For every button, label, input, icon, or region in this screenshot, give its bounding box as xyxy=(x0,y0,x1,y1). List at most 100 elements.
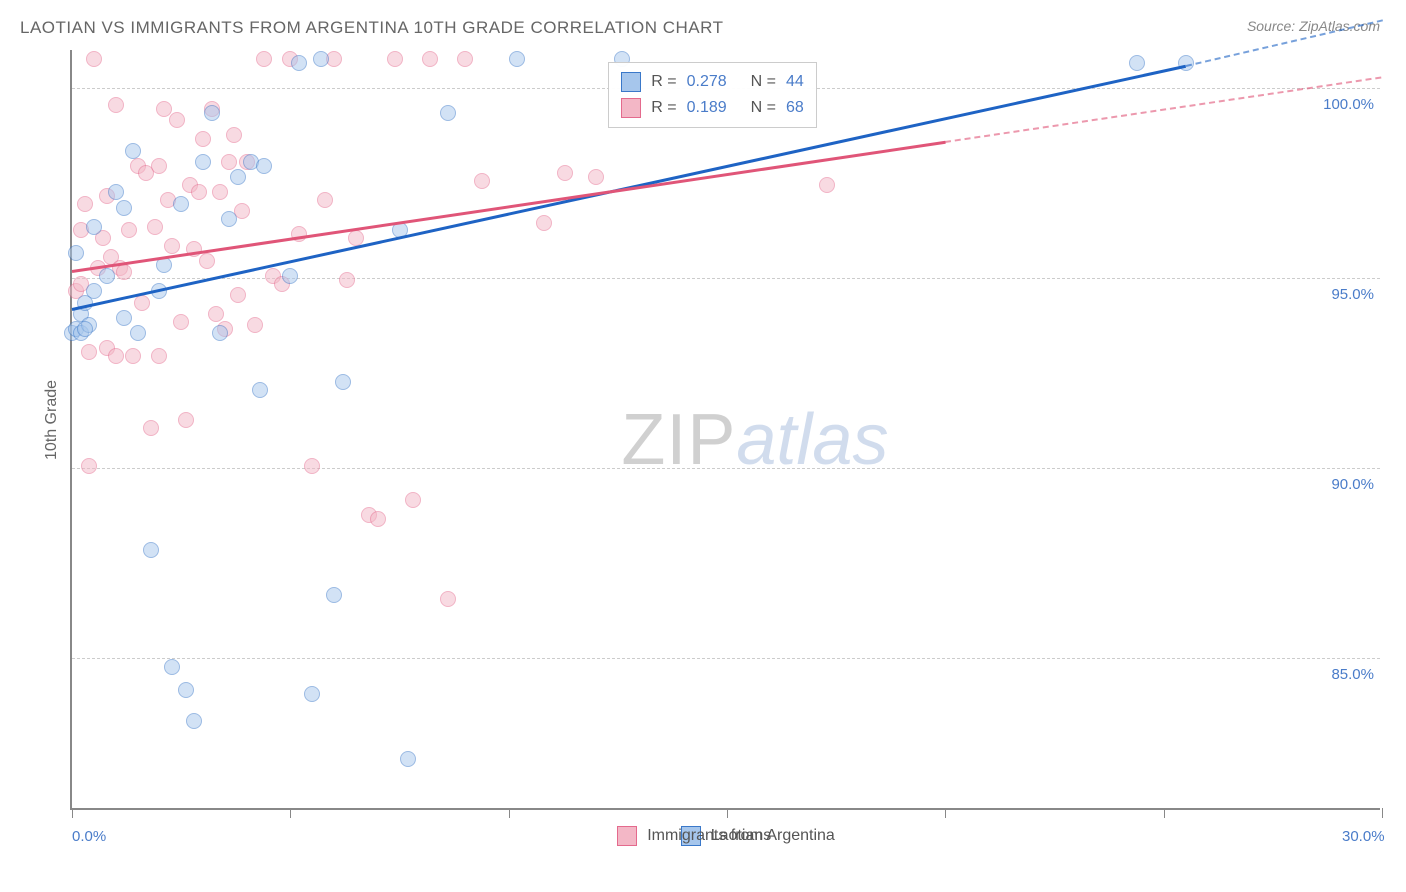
scatter-point xyxy=(252,382,268,398)
scatter-point xyxy=(400,751,416,767)
legend-n-label: N = xyxy=(751,69,776,95)
scatter-point xyxy=(147,219,163,235)
scatter-point xyxy=(130,325,146,341)
scatter-point xyxy=(819,177,835,193)
scatter-point xyxy=(457,51,473,67)
x-tick-mark xyxy=(945,808,946,818)
scatter-point xyxy=(116,264,132,280)
scatter-point xyxy=(156,101,172,117)
scatter-point xyxy=(125,143,141,159)
scatter-point xyxy=(86,51,102,67)
scatter-point xyxy=(204,105,220,121)
scatter-point xyxy=(186,713,202,729)
scatter-point xyxy=(191,184,207,200)
scatter-point xyxy=(1129,55,1145,71)
trend-line-extension xyxy=(945,77,1382,144)
scatter-point xyxy=(178,682,194,698)
x-tick-mark xyxy=(727,808,728,818)
legend-row: R = 0.189 N = 68 xyxy=(621,95,804,121)
legend-n-label: N = xyxy=(751,95,776,121)
y-tick-label: 85.0% xyxy=(1331,666,1374,683)
scatter-point xyxy=(212,325,228,341)
legend-correlation: R = 0.278 N = 44 R = 0.189 N = 68 xyxy=(608,62,817,128)
scatter-point xyxy=(121,222,137,238)
scatter-point xyxy=(304,458,320,474)
scatter-point xyxy=(116,200,132,216)
y-tick-label: 95.0% xyxy=(1331,286,1374,303)
legend-r-label: R = xyxy=(651,69,676,95)
x-tick-mark xyxy=(290,808,291,818)
scatter-point xyxy=(557,165,573,181)
scatter-point xyxy=(440,105,456,121)
scatter-point xyxy=(282,268,298,284)
scatter-point xyxy=(291,55,307,71)
legend-n-value: 68 xyxy=(786,95,804,121)
scatter-point xyxy=(247,317,263,333)
scatter-point xyxy=(339,272,355,288)
scatter-point xyxy=(212,184,228,200)
scatter-point xyxy=(173,196,189,212)
scatter-point xyxy=(405,492,421,508)
scatter-point xyxy=(588,169,604,185)
scatter-point xyxy=(335,374,351,390)
scatter-point xyxy=(164,659,180,675)
legend-r-value: 0.189 xyxy=(687,95,727,121)
legend-row: R = 0.278 N = 44 xyxy=(621,69,804,95)
plot-area: ZIPatlas 85.0%90.0%95.0%100.0%0.0%30.0%R… xyxy=(70,50,1380,810)
y-tick-label: 100.0% xyxy=(1323,96,1374,113)
legend-bottom-item: Immigrants from Argentina xyxy=(617,826,835,846)
scatter-point xyxy=(370,511,386,527)
y-axis-label: 10th Grade xyxy=(43,380,61,460)
scatter-point xyxy=(199,253,215,269)
scatter-point xyxy=(509,51,525,67)
scatter-point xyxy=(77,321,93,337)
legend-swatch xyxy=(621,72,641,92)
scatter-point xyxy=(226,127,242,143)
legend-r-value: 0.278 xyxy=(687,69,727,95)
scatter-point xyxy=(230,287,246,303)
legend-series-label: Immigrants from Argentina xyxy=(647,827,835,845)
y-tick-label: 90.0% xyxy=(1331,476,1374,493)
scatter-point xyxy=(317,192,333,208)
scatter-point xyxy=(116,310,132,326)
scatter-point xyxy=(68,245,84,261)
legend-swatch xyxy=(617,826,637,846)
scatter-point xyxy=(81,344,97,360)
scatter-point xyxy=(77,196,93,212)
x-tick-mark xyxy=(1164,808,1165,818)
scatter-point xyxy=(313,51,329,67)
legend-swatch xyxy=(621,98,641,118)
scatter-point xyxy=(304,686,320,702)
scatter-point xyxy=(151,348,167,364)
scatter-point xyxy=(208,306,224,322)
legend-r-label: R = xyxy=(651,95,676,121)
scatter-point xyxy=(474,173,490,189)
scatter-point xyxy=(195,131,211,147)
x-tick-label: 30.0% xyxy=(1342,828,1385,845)
scatter-point xyxy=(221,154,237,170)
legend-n-value: 44 xyxy=(786,69,804,95)
scatter-point xyxy=(256,51,272,67)
scatter-point xyxy=(256,158,272,174)
scatter-point xyxy=(81,458,97,474)
scatter-point xyxy=(143,542,159,558)
x-tick-mark xyxy=(72,808,73,818)
x-tick-label: 0.0% xyxy=(72,828,106,845)
scatter-point xyxy=(99,268,115,284)
scatter-point xyxy=(151,158,167,174)
scatter-point xyxy=(536,215,552,231)
scatter-point xyxy=(387,51,403,67)
scatter-point xyxy=(169,112,185,128)
scatter-point xyxy=(221,211,237,227)
scatter-point xyxy=(195,154,211,170)
scatter-point xyxy=(230,169,246,185)
scatter-point xyxy=(108,348,124,364)
scatter-point xyxy=(164,238,180,254)
gridline-h xyxy=(72,658,1380,659)
scatter-point xyxy=(326,587,342,603)
scatter-point xyxy=(108,97,124,113)
chart-title: LAOTIAN VS IMMIGRANTS FROM ARGENTINA 10T… xyxy=(20,18,723,38)
scatter-point xyxy=(86,283,102,299)
scatter-point xyxy=(440,591,456,607)
scatter-point xyxy=(125,348,141,364)
